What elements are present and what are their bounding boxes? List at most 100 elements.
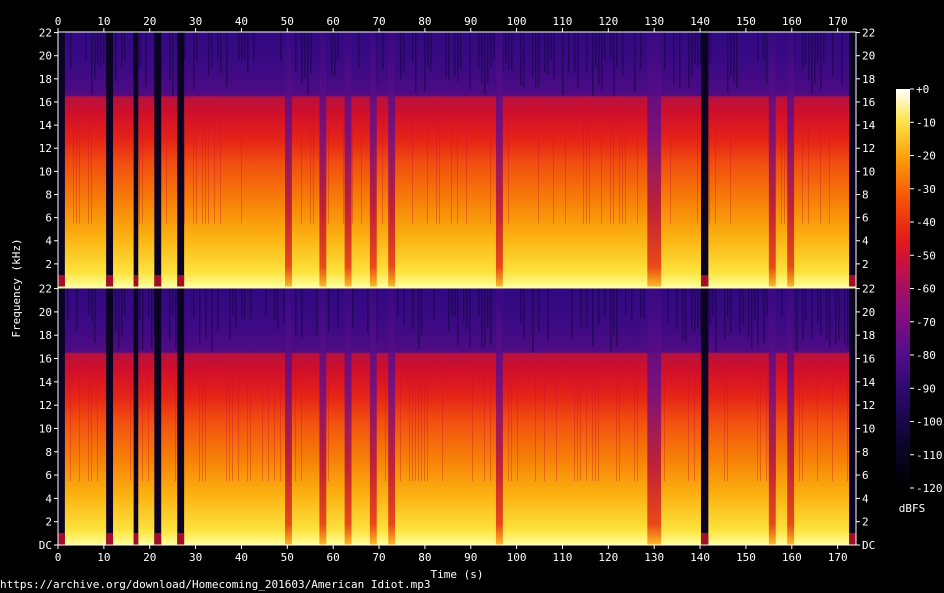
- texture-streak: [436, 96, 437, 224]
- colorbar-tick-label: -60: [916, 283, 936, 296]
- texture-streak: [802, 352, 803, 482]
- texture-streak: [595, 32, 597, 67]
- texture-streak: [757, 288, 759, 346]
- texture-streak: [463, 288, 465, 323]
- y-tick-label-right: 12: [862, 142, 875, 155]
- texture-streak: [202, 96, 203, 224]
- quiet-band: [154, 32, 162, 287]
- x-tick-label-bottom: 80: [418, 551, 431, 564]
- texture-streak: [79, 96, 80, 224]
- texture-streak: [598, 352, 599, 482]
- x-tick-label-bottom: 130: [644, 551, 664, 564]
- quiet-band: [177, 288, 185, 545]
- texture-streak: [604, 288, 606, 316]
- texture-streak: [202, 352, 203, 482]
- texture-streak: [820, 96, 821, 224]
- quiet-band-low: [177, 275, 185, 287]
- y-tick-label-right: 12: [862, 399, 875, 412]
- texture-streak: [637, 96, 638, 224]
- texture-streak: [277, 288, 279, 330]
- texture-streak: [730, 32, 732, 77]
- x-tick-label-bottom: 90: [464, 551, 477, 564]
- quiet-band: [154, 288, 162, 545]
- y-tick-label-right: 14: [862, 119, 876, 132]
- colorbar-tick-label: -80: [916, 349, 936, 362]
- texture-streak: [226, 32, 228, 87]
- texture-streak: [784, 96, 785, 224]
- texture-streak: [592, 32, 594, 96]
- quiet-band-low: [58, 533, 65, 545]
- texture-streak: [94, 32, 96, 79]
- x-tick-label-bottom: 110: [553, 551, 573, 564]
- y-tick-label-right: 6: [862, 469, 869, 482]
- texture-streak: [622, 32, 624, 76]
- texture-streak: [547, 32, 549, 76]
- texture-streak: [598, 32, 600, 86]
- texture-streak: [226, 352, 227, 482]
- texture-streak: [637, 352, 638, 482]
- y-tick-label-right: DC: [862, 539, 875, 552]
- x-tick-label-bottom: 170: [828, 551, 848, 564]
- y-tick-label-right: 14: [862, 376, 876, 389]
- texture-streak: [295, 32, 297, 72]
- texture-streak: [139, 288, 141, 320]
- colorbar-tick-label: -70: [916, 316, 936, 329]
- texture-streak: [193, 96, 194, 224]
- y-tick-label-right: 4: [862, 235, 869, 248]
- texture-streak: [217, 288, 219, 331]
- colorbar-tick-label: -40: [916, 216, 936, 229]
- texture-streak: [412, 96, 413, 224]
- texture-streak: [727, 288, 729, 317]
- texture-streak: [829, 96, 830, 224]
- texture-streak: [808, 32, 810, 81]
- texture-streak: [715, 96, 716, 224]
- texture-streak: [544, 352, 545, 482]
- texture-streak: [820, 288, 822, 335]
- texture-streak: [727, 352, 728, 482]
- dip-band: [369, 288, 377, 545]
- texture-streak: [523, 288, 525, 339]
- texture-streak: [676, 288, 678, 329]
- texture-streak: [427, 96, 428, 224]
- texture-streak: [535, 32, 537, 88]
- texture-streak: [301, 32, 303, 84]
- texture-streak: [454, 288, 456, 316]
- texture-streak: [763, 288, 765, 344]
- texture-streak: [766, 352, 767, 482]
- texture-streak: [733, 32, 735, 83]
- quiet-band-low: [154, 533, 162, 545]
- texture-streak: [94, 288, 96, 343]
- texture-streak: [439, 96, 440, 224]
- colorbar-tick-label: -20: [916, 150, 936, 163]
- y-tick-label-left: 4: [45, 492, 52, 505]
- texture-streak: [634, 32, 636, 92]
- dip-band: [344, 32, 352, 287]
- texture-streak: [568, 32, 570, 73]
- texture-streak: [781, 288, 783, 317]
- texture-streak: [385, 352, 386, 482]
- texture-streak: [316, 288, 318, 336]
- spectrogram-channel-left: [58, 32, 856, 287]
- texture-streak: [310, 32, 312, 73]
- texture-streak: [283, 288, 285, 323]
- texture-streak: [91, 352, 92, 482]
- texture-streak: [598, 288, 600, 325]
- texture-streak: [634, 352, 635, 482]
- texture-streak: [121, 32, 123, 67]
- x-tick-label-bottom: 160: [782, 551, 802, 564]
- texture-streak: [697, 96, 698, 224]
- texture-streak: [442, 352, 443, 482]
- x-axis-ticks: 0 0 10 10 20 20 30 30 40 40 50 50 60 60 70 70 80 80 90 90 10…: [55, 15, 848, 564]
- texture-streak: [469, 32, 471, 91]
- texture-streak: [709, 288, 711, 326]
- texture-streak: [352, 96, 353, 224]
- texture-streak: [688, 32, 690, 88]
- texture-streak: [85, 32, 87, 60]
- y-tick-label-right: 20: [862, 306, 875, 319]
- texture-streak: [556, 352, 557, 482]
- texture-streak: [805, 32, 807, 65]
- texture-streak: [508, 96, 509, 224]
- texture-streak: [91, 32, 93, 95]
- texture-streak: [472, 352, 473, 482]
- x-tick-label-bottom: 150: [736, 551, 756, 564]
